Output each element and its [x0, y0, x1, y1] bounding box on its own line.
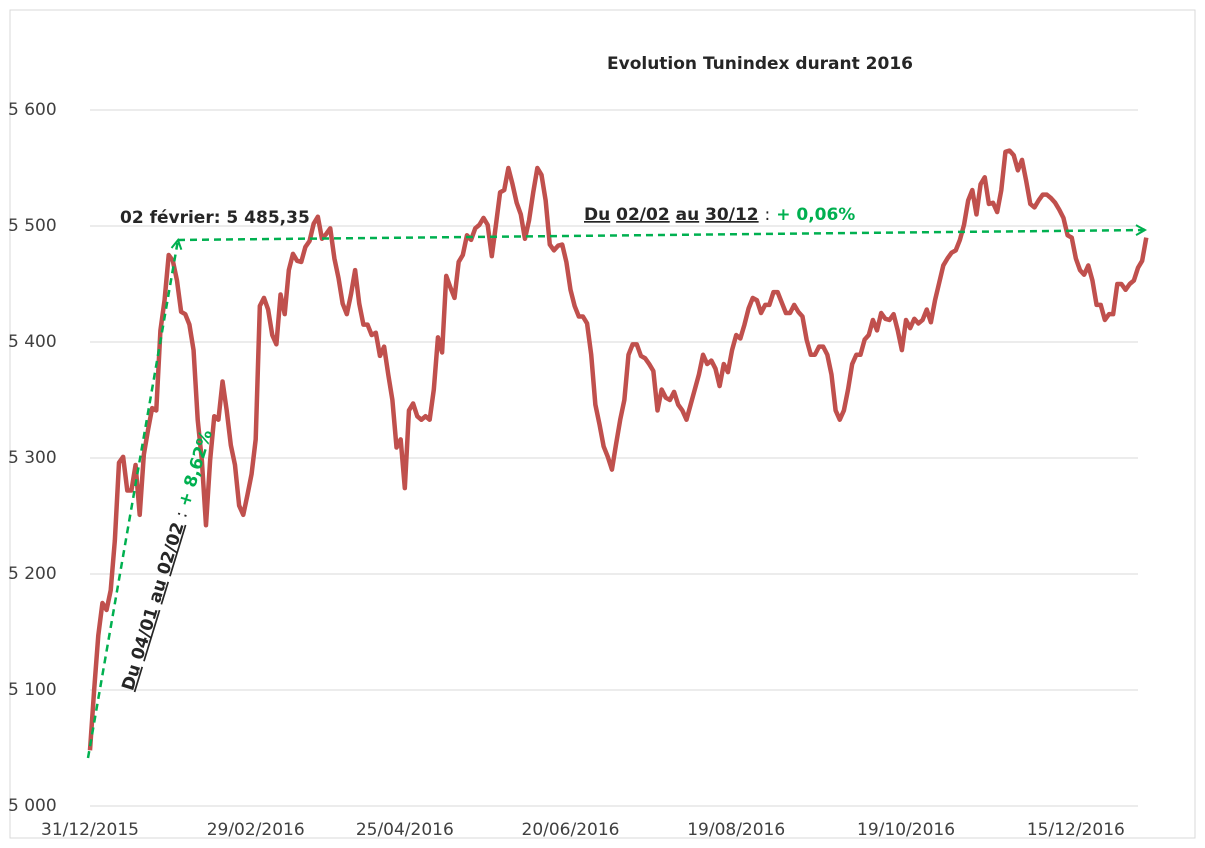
x-tick-label: 31/12/2015 [41, 820, 139, 840]
annotation-part: Du [118, 662, 145, 693]
y-tick-label: 5 400 [8, 332, 57, 352]
x-tick-label: 19/10/2016 [857, 820, 955, 840]
annotation: 02 février: 5 485,35 [120, 208, 310, 228]
annotation-part: au [676, 205, 700, 225]
y-tick-label: 5 200 [8, 564, 57, 584]
annotation-part: au [145, 577, 171, 605]
chart-border [9, 9, 1196, 839]
annotation-part: : [765, 205, 771, 225]
y-tick-label: 5 600 [8, 100, 57, 120]
data-line [87, 148, 1149, 751]
annotation-part: 02/02 [616, 205, 670, 225]
x-tick-label: 15/12/2016 [1027, 820, 1125, 840]
trend-arrow [86, 240, 178, 759]
annotation-part: : [171, 509, 192, 520]
x-tick-label: 25/04/2016 [356, 820, 454, 840]
trend-arrow [177, 230, 1145, 242]
chart-title: Evolution Tunindex durant 2016 [607, 54, 913, 74]
y-tick-label: 5 500 [8, 216, 57, 236]
annotation-part: + 0,06% [776, 205, 855, 225]
x-tick-label: 29/02/2016 [207, 820, 305, 840]
y-tick-label: 5 300 [8, 448, 57, 468]
x-tick-label: 20/06/2016 [522, 820, 620, 840]
annotation-part: 02/02 [154, 520, 189, 577]
y-tick-label: 5 100 [8, 680, 57, 700]
annotation-part: 30/12 [705, 205, 759, 225]
annotation: Du 02/02 au 30/12 : + 0,06% [584, 205, 855, 225]
annotation-part: Du [584, 205, 610, 225]
y-tick-label: 5 000 [8, 796, 57, 816]
x-tick-label: 19/08/2016 [687, 820, 785, 840]
annotation-part: 04/01 [128, 605, 163, 662]
